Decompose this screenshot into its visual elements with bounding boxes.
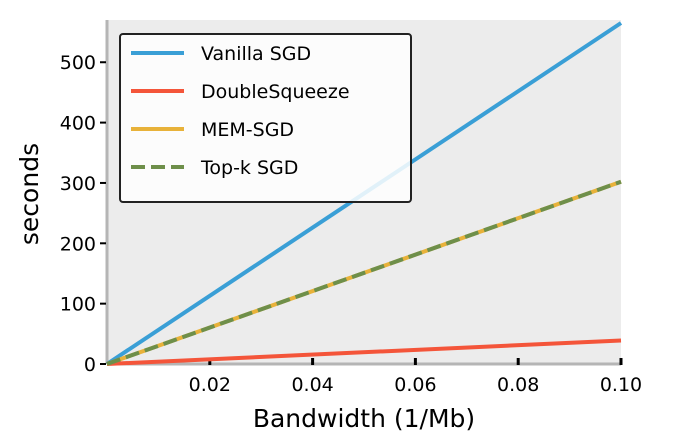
y-tick-label: 100 [60, 294, 96, 316]
x-tick-label: 0.04 [291, 374, 333, 396]
y-tick-label: 500 [60, 52, 96, 74]
y-tick-label: 200 [60, 233, 96, 255]
x-tick-label: 0.10 [600, 374, 642, 396]
series-line-top-k-sgd [106, 179, 622, 366]
y-tick-label: 0 [84, 354, 96, 376]
y-tick-label: 300 [60, 173, 96, 195]
legend-box [119, 33, 412, 203]
y-tick-label: 400 [60, 113, 96, 135]
y-axis-label: seconds [15, 143, 44, 245]
x-tick-label: 0.06 [394, 374, 436, 396]
y-ticks: 0 100 200 300 400 500 [60, 52, 106, 376]
legend: Vanilla SGD DoubleSqueeze MEM-SGD Top-k SGD [119, 33, 412, 203]
x-tick-label: 0.08 [497, 374, 539, 396]
legend-label: Top-k SGD [200, 157, 298, 179]
axes [105, 20, 621, 366]
legend-label: Vanilla SGD [201, 43, 311, 65]
x-axis-label: Bandwidth (1/Mb) [253, 404, 475, 432]
legend-label: DoubleSqueeze [201, 81, 350, 103]
series-line-doublesqueeze [106, 338, 622, 366]
x-tick-label: 0.02 [189, 374, 231, 396]
legend-label: MEM-SGD [201, 119, 294, 141]
